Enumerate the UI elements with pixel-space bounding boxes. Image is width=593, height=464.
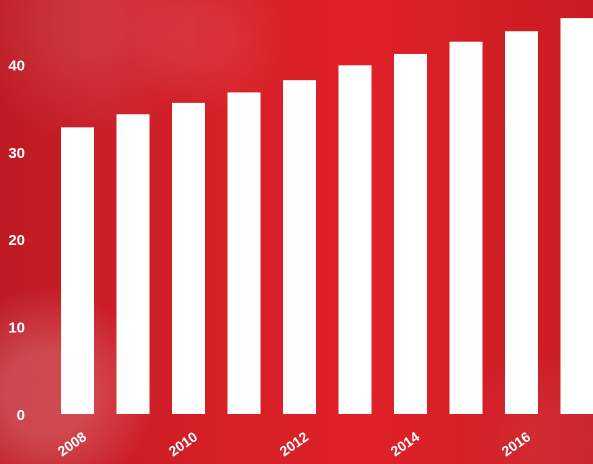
y-tick-label-30: 30 [8, 145, 25, 162]
bar-2011 [227, 92, 261, 415]
bar-2008 [61, 127, 94, 415]
bars-group [61, 18, 593, 415]
bar-2014 [394, 53, 427, 415]
y-tick-label-20: 20 [8, 232, 25, 249]
bar-2010 [172, 102, 205, 414]
y-axis: 0 10 20 30 40 [8, 57, 25, 424]
x-tick-label-2014: 2014 [388, 428, 423, 459]
bar-2015 [449, 41, 483, 414]
bar-2012 [283, 80, 316, 414]
x-tick-label-2016: 2016 [499, 428, 534, 459]
y-tick-label-10: 10 [8, 320, 25, 337]
x-axis: 2008 2010 2012 2014 2016 [55, 428, 534, 459]
bar-2016 [505, 31, 538, 415]
x-tick-label-2010: 2010 [166, 428, 201, 459]
y-tick-label-40: 40 [8, 57, 25, 74]
x-tick-label-2012: 2012 [277, 428, 312, 459]
bar-2009 [116, 114, 150, 414]
y-tick-label-0: 0 [17, 407, 25, 424]
x-tick-label-2008: 2008 [55, 428, 90, 459]
bar-2013 [338, 65, 372, 415]
bar-2017 [560, 18, 593, 414]
